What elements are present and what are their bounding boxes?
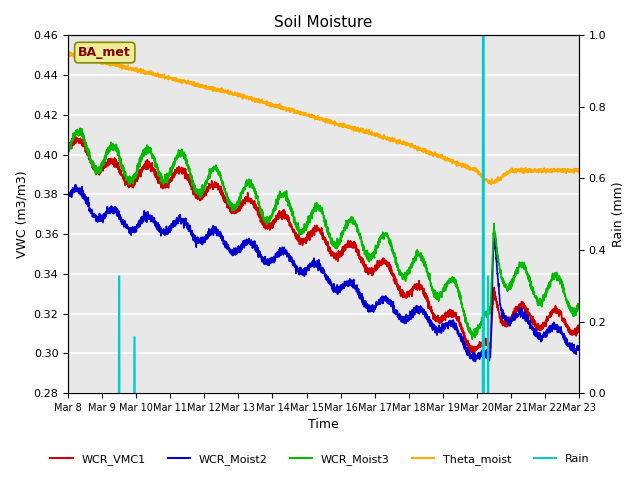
Title: Soil Moisture: Soil Moisture	[275, 15, 372, 30]
Y-axis label: Rain (mm): Rain (mm)	[612, 181, 625, 247]
Text: BA_met: BA_met	[78, 46, 131, 59]
Legend: WCR_VMC1, WCR_Moist2, WCR_Moist3, Theta_moist, Rain: WCR_VMC1, WCR_Moist2, WCR_Moist3, Theta_…	[46, 450, 594, 469]
Y-axis label: VWC (m3/m3): VWC (m3/m3)	[15, 170, 28, 258]
X-axis label: Time: Time	[308, 419, 339, 432]
